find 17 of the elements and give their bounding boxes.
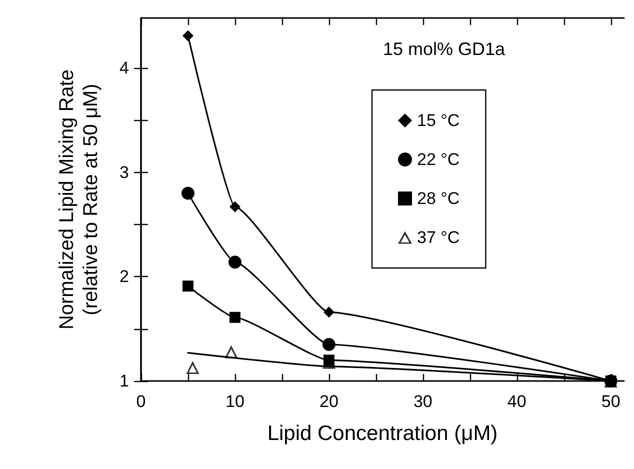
legend-label: 22 °C bbox=[417, 150, 460, 169]
x-tick-label: 30 bbox=[413, 392, 432, 411]
x-tick-label: 0 bbox=[136, 392, 146, 411]
legend-label: 15 °C bbox=[417, 111, 460, 130]
y-axis-title: Normalized Lipid Mixing Rate (relative to Rate at 50 μM) bbox=[56, 69, 102, 330]
y-tick-label: 2 bbox=[120, 267, 129, 286]
y-tick-label: 1 bbox=[120, 372, 129, 390]
annotation: 15 mol% GD1a bbox=[383, 39, 506, 59]
x-tick-label: 10 bbox=[226, 392, 244, 411]
x-tick-label: 20 bbox=[319, 392, 338, 411]
x-tick-label: 40 bbox=[507, 392, 526, 411]
legend-label: 37 °C bbox=[417, 228, 460, 247]
x-tick-label: 50 bbox=[601, 392, 620, 411]
legend-label: 28 °C bbox=[417, 189, 460, 208]
x-axis-title: Lipid Concentration (μM) bbox=[267, 422, 498, 445]
y-tick-label: 4 bbox=[120, 58, 129, 78]
y-tick-label: 3 bbox=[120, 162, 129, 182]
